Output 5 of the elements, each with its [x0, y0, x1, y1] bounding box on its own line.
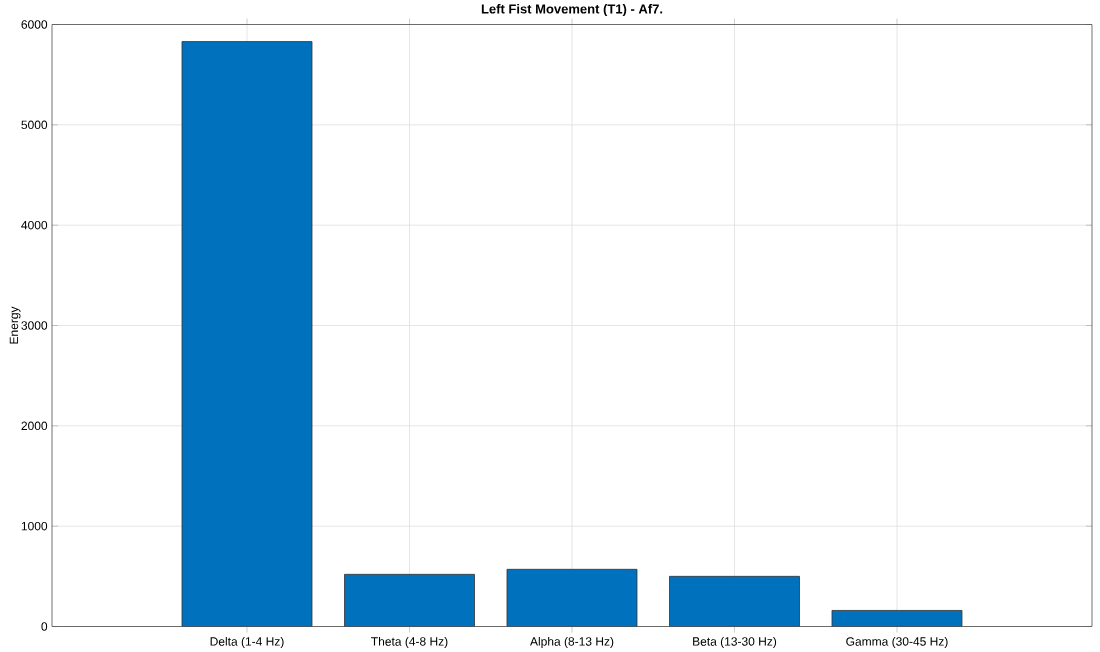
bar	[181, 40, 313, 627]
bar	[669, 575, 800, 627]
bar	[344, 573, 475, 627]
bar	[831, 609, 963, 627]
bar	[506, 568, 638, 627]
